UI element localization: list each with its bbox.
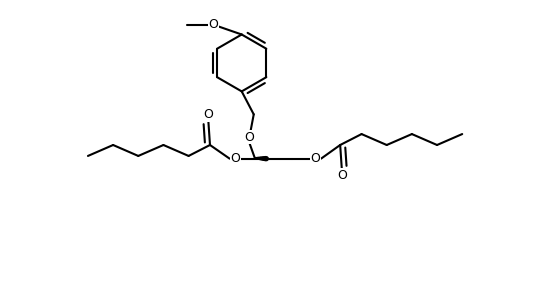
Text: O: O [203,108,213,122]
Text: O: O [208,18,218,31]
Text: O: O [311,152,320,165]
Text: O: O [230,152,240,165]
Text: O: O [244,131,254,144]
Text: O: O [337,168,347,182]
